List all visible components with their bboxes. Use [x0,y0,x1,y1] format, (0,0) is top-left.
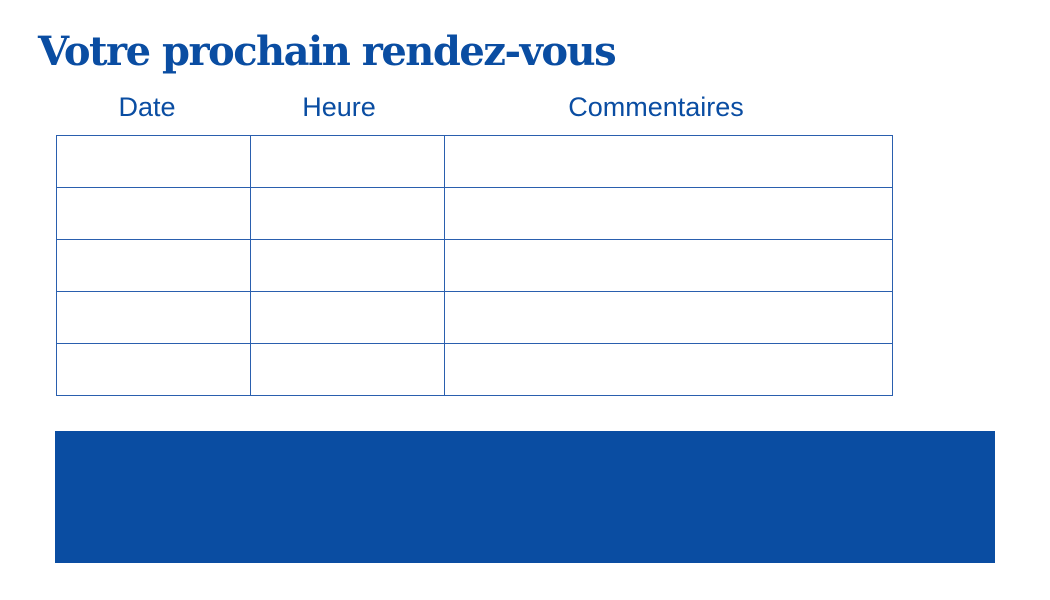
table-cell-heure[interactable] [250,135,445,188]
column-header-heure: Heure [302,92,376,122]
table-cell-date[interactable] [56,135,251,188]
table-cell-commentaires[interactable] [444,135,893,188]
table-row [56,187,893,240]
table-cell-heure[interactable] [250,343,445,396]
table-cell-date[interactable] [56,343,251,396]
table-cell-commentaires[interactable] [444,343,893,396]
table-cell-date[interactable] [56,239,251,292]
table-cell-commentaires[interactable] [444,239,893,292]
table-row [56,239,893,292]
table-cell-date[interactable] [56,187,251,240]
blue-banner [55,431,995,563]
table-cell-commentaires[interactable] [444,291,893,344]
table-cell-heure[interactable] [250,291,445,344]
table-row [56,291,893,344]
table-cell-heure[interactable] [250,239,445,292]
table-cell-heure[interactable] [250,187,445,240]
table-cell-commentaires[interactable] [444,187,893,240]
table-cell-date[interactable] [56,291,251,344]
column-header-commentaires: Commentaires [568,92,744,122]
column-header-date: Date [118,92,176,122]
table-row [56,343,893,396]
table-row [56,135,893,188]
appointment-table [56,135,893,396]
page-title: Votre prochain rendez-vous [38,28,617,75]
